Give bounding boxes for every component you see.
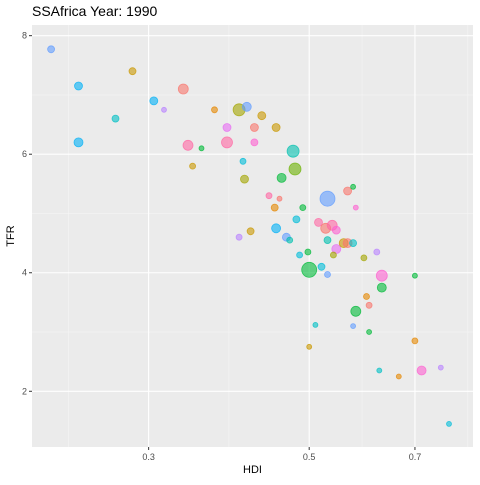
data-point [312,321,319,328]
data-point [301,261,318,278]
data-point [317,262,326,271]
data-point [411,272,418,279]
data-points [47,45,452,427]
data-point [182,139,194,151]
data-point [373,248,381,256]
x-tick-label: 0.7 [409,452,422,462]
data-point [395,373,402,380]
data-point [111,114,120,123]
data-point [149,96,159,106]
data-point [352,204,359,211]
chart-title: SSAfrica Year: 1990 [32,3,158,19]
data-point [257,111,267,121]
data-point [360,254,368,262]
data-point [314,217,323,227]
y-axis-label: TFR [5,225,17,246]
data-point [161,106,167,113]
data-point [416,365,427,376]
data-point [331,225,341,235]
x-tick-label: 0.3 [142,452,155,462]
data-point [350,305,362,317]
x-tick-label: 0.5 [303,452,316,462]
data-point [286,236,294,244]
data-point [304,248,312,256]
data-point [437,364,444,371]
data-point [323,236,332,245]
data-point [363,293,370,300]
y-tick-label: 2 [22,386,27,396]
data-point [250,138,259,147]
data-point [198,145,205,152]
data-point [306,343,313,350]
data-point [271,223,282,234]
data-point [366,329,373,335]
data-point [343,186,353,196]
data-point [329,251,337,259]
data-point [299,204,307,212]
data-point [411,337,419,345]
data-point [249,123,259,132]
data-point [270,203,279,212]
data-point [276,172,287,183]
data-point [319,190,336,207]
data-point [296,251,304,259]
data-point [240,174,249,184]
y-tick-label: 6 [22,149,27,159]
data-point [211,106,218,114]
data-point [350,323,357,330]
y-tick-label: 8 [22,31,27,41]
data-point [446,420,452,427]
data-point [246,227,255,236]
data-point [375,269,388,282]
data-point [324,271,331,278]
grid-lines [32,25,473,447]
data-point [292,215,301,224]
data-point [265,192,273,200]
axes: 0.3 0.5 0.7 2 4 6 8 [22,31,421,462]
data-point [350,183,357,190]
data-point [288,162,302,176]
data-point [189,162,197,170]
data-point [376,367,383,374]
data-point [177,83,189,95]
data-point [47,45,55,54]
x-axis-label: HDI [243,464,262,476]
data-point [276,195,283,202]
data-point [271,123,281,132]
data-point [286,144,300,158]
data-point [376,282,387,293]
data-point [221,136,233,149]
data-point [241,101,252,112]
y-tick-label: 4 [22,268,27,278]
data-point [235,233,243,241]
data-point [128,67,137,76]
data-point [365,301,373,309]
data-point [349,239,358,248]
data-point [74,81,83,91]
data-point [239,157,247,165]
plot-panel [32,25,473,447]
data-point [222,123,232,132]
data-point [73,137,84,148]
